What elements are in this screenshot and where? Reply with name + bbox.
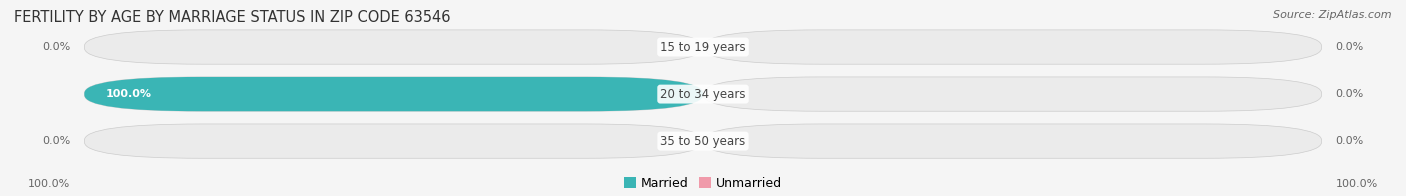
Text: 15 to 19 years: 15 to 19 years [661,41,745,54]
Text: 100.0%: 100.0% [28,179,70,189]
FancyBboxPatch shape [84,124,703,158]
Text: 35 to 50 years: 35 to 50 years [661,135,745,148]
Text: FERTILITY BY AGE BY MARRIAGE STATUS IN ZIP CODE 63546: FERTILITY BY AGE BY MARRIAGE STATUS IN Z… [14,10,450,25]
FancyBboxPatch shape [703,124,1322,158]
Text: 0.0%: 0.0% [1336,42,1364,52]
FancyBboxPatch shape [84,77,703,111]
FancyBboxPatch shape [84,30,703,64]
Text: 0.0%: 0.0% [42,136,70,146]
FancyBboxPatch shape [84,77,703,111]
Text: 100.0%: 100.0% [1336,179,1378,189]
Text: 0.0%: 0.0% [42,42,70,52]
Text: 0.0%: 0.0% [1336,136,1364,146]
FancyBboxPatch shape [703,77,1322,111]
FancyBboxPatch shape [703,30,1322,64]
Legend: Married, Unmarried: Married, Unmarried [624,177,782,190]
Text: 100.0%: 100.0% [105,89,152,99]
Text: 0.0%: 0.0% [1336,89,1364,99]
Text: Source: ZipAtlas.com: Source: ZipAtlas.com [1274,10,1392,20]
Text: 20 to 34 years: 20 to 34 years [661,88,745,101]
